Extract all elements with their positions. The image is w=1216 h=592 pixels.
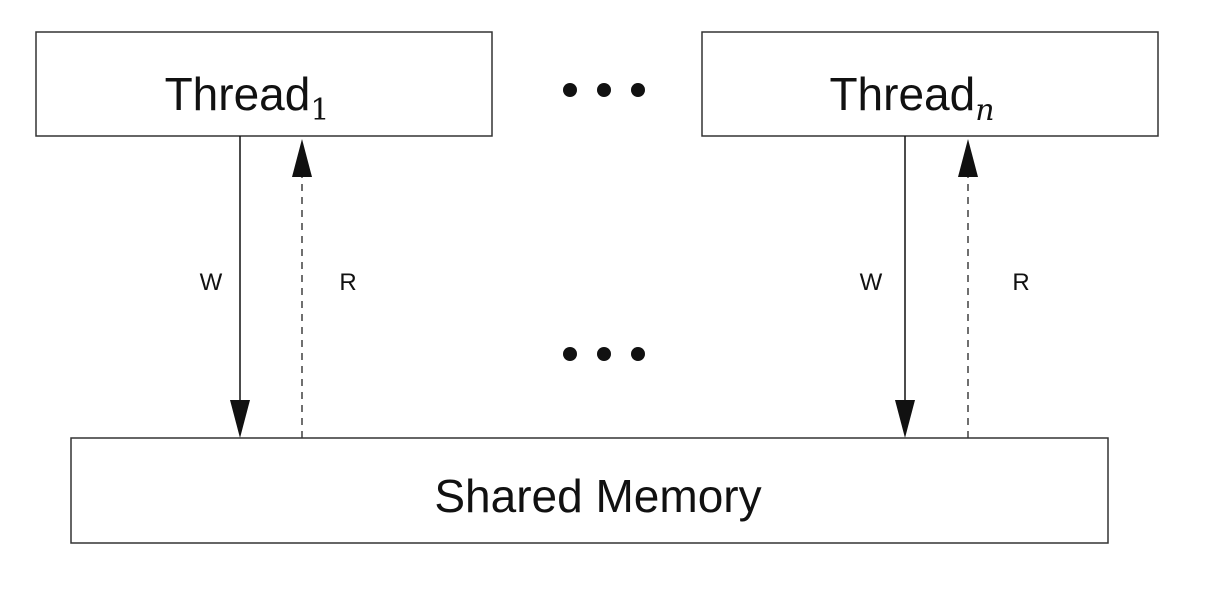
read-arrowhead	[958, 139, 978, 177]
thread-n-box	[701, 31, 1159, 137]
thread-n-read-arrow	[958, 139, 978, 438]
ellipsis-dot	[597, 347, 611, 361]
thread-1-subscript: 1	[310, 93, 329, 128]
ellipsis-dot	[563, 83, 577, 97]
thread-1-box	[35, 31, 493, 137]
thread-n-write-label: W	[860, 269, 883, 296]
thread-1-node: Thread1	[35, 31, 493, 137]
thread-1-read-arrow	[292, 139, 312, 438]
threads-ellipsis	[563, 83, 645, 97]
ellipsis-dot	[631, 83, 645, 97]
ellipsis-dot	[597, 83, 611, 97]
ellipsis-dot	[563, 347, 577, 361]
write-arrowhead	[895, 400, 915, 438]
thread-1-read-label: R	[339, 269, 356, 296]
thread-n-node: Threadn	[701, 31, 1159, 137]
thread-n-subscript: n	[975, 93, 994, 128]
write-arrowhead	[230, 400, 250, 438]
thread-1-write-arrow	[230, 136, 250, 438]
thread-n-read-label: R	[1012, 269, 1029, 296]
shared-memory-box	[70, 437, 1109, 544]
thread-n-label: Threadn	[829, 68, 994, 128]
edges-ellipsis	[563, 347, 645, 361]
thread-1-label: Thread1	[165, 68, 330, 128]
ellipsis-dot	[631, 347, 645, 361]
thread-1-write-label: W	[200, 269, 223, 296]
thread-n-write-arrow	[895, 136, 915, 438]
read-arrowhead	[292, 139, 312, 177]
shared-memory-label: Shared Memory	[434, 470, 761, 522]
shared-memory-node: Shared Memory	[70, 437, 1109, 544]
